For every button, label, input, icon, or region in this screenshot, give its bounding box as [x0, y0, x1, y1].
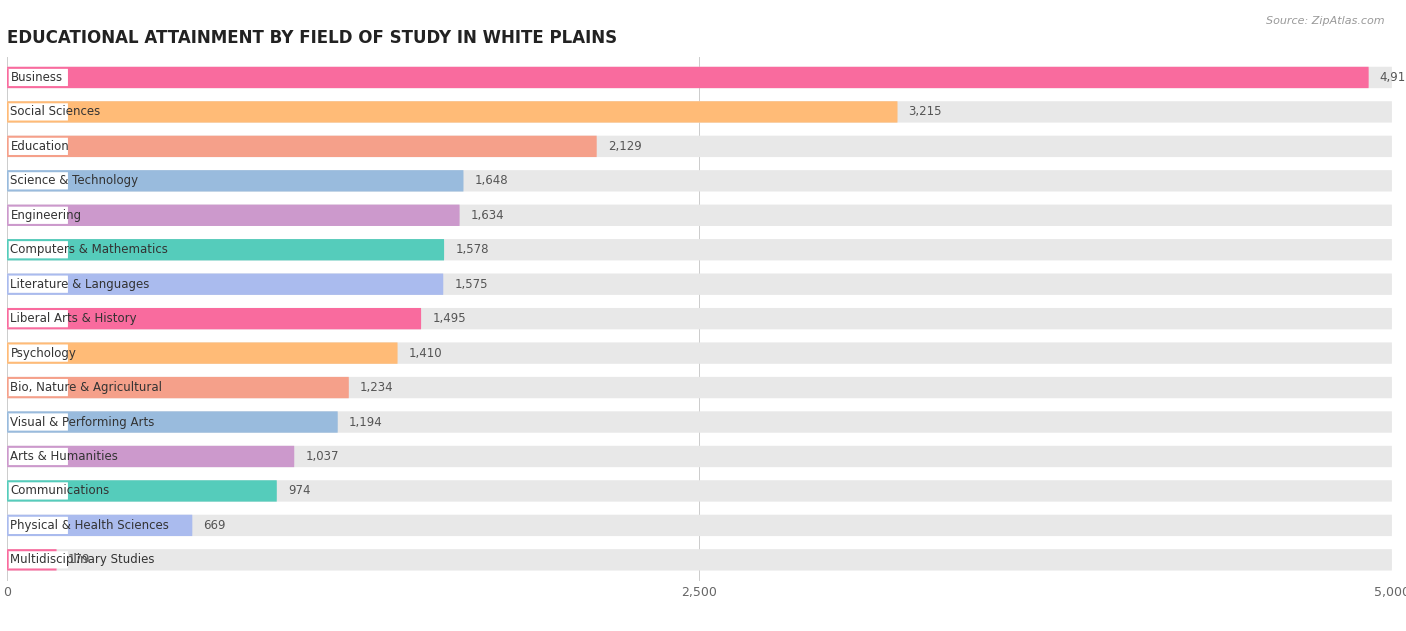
- FancyBboxPatch shape: [7, 343, 1392, 364]
- FancyBboxPatch shape: [7, 170, 1392, 192]
- Text: Social Sciences: Social Sciences: [10, 105, 101, 119]
- FancyBboxPatch shape: [7, 204, 460, 226]
- Text: Physical & Health Sciences: Physical & Health Sciences: [10, 519, 169, 532]
- FancyBboxPatch shape: [7, 239, 444, 261]
- FancyBboxPatch shape: [7, 377, 349, 398]
- Text: 1,634: 1,634: [471, 209, 505, 221]
- Text: Source: ZipAtlas.com: Source: ZipAtlas.com: [1267, 16, 1385, 26]
- Text: 1,037: 1,037: [305, 450, 339, 463]
- Text: 1,234: 1,234: [360, 381, 394, 394]
- FancyBboxPatch shape: [7, 445, 294, 467]
- Text: EDUCATIONAL ATTAINMENT BY FIELD OF STUDY IN WHITE PLAINS: EDUCATIONAL ATTAINMENT BY FIELD OF STUDY…: [7, 29, 617, 47]
- FancyBboxPatch shape: [7, 549, 56, 570]
- Text: Computers & Mathematics: Computers & Mathematics: [10, 243, 169, 256]
- FancyBboxPatch shape: [7, 482, 67, 500]
- Text: Engineering: Engineering: [10, 209, 82, 221]
- Text: Multidisciplinary Studies: Multidisciplinary Studies: [10, 553, 155, 567]
- Text: Education: Education: [10, 140, 69, 153]
- Text: Arts & Humanities: Arts & Humanities: [10, 450, 118, 463]
- FancyBboxPatch shape: [7, 515, 1392, 536]
- FancyBboxPatch shape: [7, 241, 67, 258]
- FancyBboxPatch shape: [7, 517, 67, 534]
- Text: Communications: Communications: [10, 485, 110, 497]
- FancyBboxPatch shape: [7, 480, 1392, 502]
- FancyBboxPatch shape: [7, 67, 1392, 88]
- Text: 1,194: 1,194: [349, 416, 382, 428]
- Text: 1,575: 1,575: [454, 278, 488, 291]
- Text: 669: 669: [204, 519, 226, 532]
- FancyBboxPatch shape: [7, 138, 67, 155]
- FancyBboxPatch shape: [7, 411, 337, 433]
- Text: 1,410: 1,410: [409, 346, 443, 360]
- FancyBboxPatch shape: [7, 172, 67, 189]
- Text: Bio, Nature & Agricultural: Bio, Nature & Agricultural: [10, 381, 163, 394]
- FancyBboxPatch shape: [7, 136, 1392, 157]
- Text: Psychology: Psychology: [10, 346, 76, 360]
- Text: Visual & Performing Arts: Visual & Performing Arts: [10, 416, 155, 428]
- FancyBboxPatch shape: [7, 345, 67, 362]
- FancyBboxPatch shape: [7, 515, 193, 536]
- FancyBboxPatch shape: [7, 170, 464, 192]
- FancyBboxPatch shape: [7, 273, 1392, 295]
- FancyBboxPatch shape: [7, 273, 443, 295]
- Text: 1,648: 1,648: [475, 174, 508, 187]
- FancyBboxPatch shape: [7, 69, 67, 86]
- Text: Business: Business: [10, 71, 63, 84]
- FancyBboxPatch shape: [7, 411, 1392, 433]
- Text: 1,495: 1,495: [432, 312, 465, 325]
- FancyBboxPatch shape: [7, 379, 67, 396]
- Text: 2,129: 2,129: [607, 140, 641, 153]
- Text: Literature & Languages: Literature & Languages: [10, 278, 150, 291]
- FancyBboxPatch shape: [7, 207, 67, 224]
- Text: Liberal Arts & History: Liberal Arts & History: [10, 312, 138, 325]
- FancyBboxPatch shape: [7, 343, 398, 364]
- FancyBboxPatch shape: [7, 204, 1392, 226]
- Text: 179: 179: [67, 553, 90, 567]
- FancyBboxPatch shape: [7, 67, 1368, 88]
- FancyBboxPatch shape: [7, 549, 1392, 570]
- FancyBboxPatch shape: [7, 448, 67, 465]
- Text: 4,916: 4,916: [1379, 71, 1406, 84]
- FancyBboxPatch shape: [7, 101, 1392, 122]
- FancyBboxPatch shape: [7, 310, 67, 327]
- FancyBboxPatch shape: [7, 413, 67, 430]
- FancyBboxPatch shape: [7, 103, 67, 121]
- FancyBboxPatch shape: [7, 308, 1392, 329]
- FancyBboxPatch shape: [7, 480, 277, 502]
- FancyBboxPatch shape: [7, 551, 67, 569]
- FancyBboxPatch shape: [7, 445, 1392, 467]
- FancyBboxPatch shape: [7, 308, 422, 329]
- FancyBboxPatch shape: [7, 377, 1392, 398]
- FancyBboxPatch shape: [7, 239, 1392, 261]
- Text: 1,578: 1,578: [456, 243, 489, 256]
- FancyBboxPatch shape: [7, 276, 67, 293]
- Text: 974: 974: [288, 485, 311, 497]
- FancyBboxPatch shape: [7, 136, 596, 157]
- FancyBboxPatch shape: [7, 101, 897, 122]
- Text: 3,215: 3,215: [908, 105, 942, 119]
- Text: Science & Technology: Science & Technology: [10, 174, 139, 187]
